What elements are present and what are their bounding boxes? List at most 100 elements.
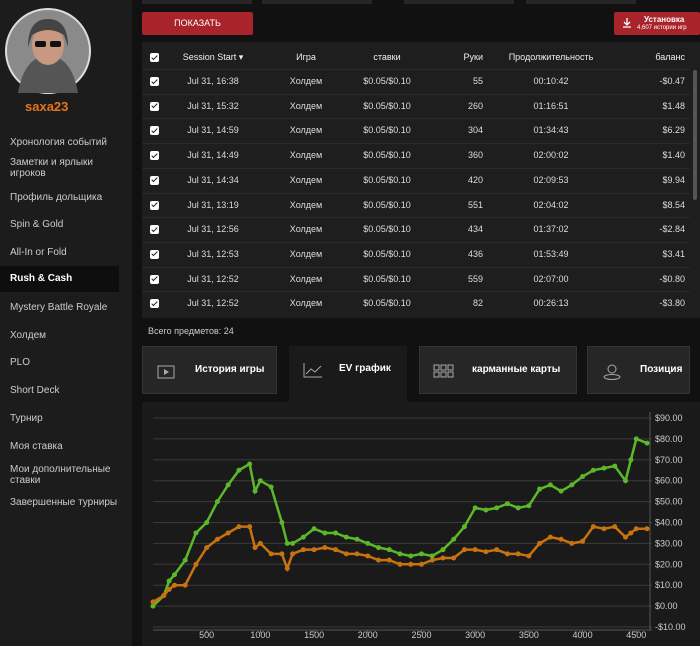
table-cell: $0.05/$0.10	[363, 100, 411, 111]
tab[interactable]: История игры	[142, 346, 277, 394]
tab[interactable]: карманные карты	[419, 346, 577, 394]
y-tick-label: $60.00	[655, 476, 683, 486]
x-tick-label: 2500	[411, 630, 431, 640]
table-cell: 304	[467, 125, 483, 136]
y-tick-label: $20.00	[655, 559, 683, 569]
point	[397, 551, 403, 557]
point	[580, 474, 586, 480]
table-cell: Jul 31, 12:52	[187, 298, 239, 309]
x-tick-label: 1500	[304, 630, 324, 640]
menu-item[interactable]: Холдем	[10, 330, 47, 341]
table-cell: Jul 31, 14:59	[187, 125, 239, 136]
checkbox[interactable]	[150, 126, 159, 136]
menu-item[interactable]: Мои дополнительные ставки	[10, 464, 111, 486]
point	[612, 524, 618, 530]
scrollbar	[693, 70, 697, 200]
tab[interactable]: EV график	[289, 346, 407, 403]
menu-item[interactable]: Турнир	[10, 413, 43, 424]
checkbox[interactable]	[150, 175, 159, 185]
point	[429, 553, 435, 559]
point	[494, 547, 500, 553]
menu-item[interactable]: PLO	[10, 357, 31, 368]
menu-item[interactable]: Rush & Cash	[0, 266, 119, 292]
point	[623, 534, 629, 540]
checkbox[interactable]	[150, 225, 159, 235]
point	[311, 547, 317, 553]
checkbox[interactable]	[150, 299, 159, 309]
table-cell: $0.05/$0.10	[363, 150, 411, 161]
point	[284, 565, 290, 571]
table-cell: 02:09:53	[533, 174, 569, 185]
table-cell: -$0.47	[659, 76, 685, 86]
table-cell: 01:34:43	[533, 125, 569, 136]
table-cell: Холдем	[289, 224, 323, 235]
table-cell: 02:07:00	[533, 273, 569, 284]
menu-item[interactable]: Spin & Gold	[10, 219, 64, 230]
avatar	[5, 8, 91, 94]
table-row: Jul 31, 12:52 Холдем $0.05/$0.10 82 00:26:13…	[142, 291, 690, 316]
table-row: Jul 31, 14:49 Холдем $0.05/$0.10 360 02:00:0…	[142, 143, 690, 168]
show-button[interactable]: ПОКАЗАТЬ	[142, 12, 253, 35]
table-cell: 559	[467, 273, 483, 284]
checkbox[interactable]	[150, 53, 159, 62]
install-button[interactable]: Установка 4,607 истории игр	[614, 12, 700, 35]
table-cell: $3.41	[662, 248, 685, 259]
point	[633, 436, 639, 442]
checkbox[interactable]	[150, 101, 159, 111]
point	[343, 534, 349, 540]
menu-item[interactable]: All-In or Fold	[10, 247, 67, 258]
menu-item[interactable]: Хронология событий	[10, 137, 107, 148]
tab[interactable]: Позиция	[587, 346, 690, 394]
checkbox[interactable]	[150, 151, 159, 161]
point	[408, 561, 414, 567]
table-cell: $0.05/$0.10	[363, 273, 411, 284]
point	[429, 557, 435, 563]
point	[268, 484, 274, 490]
table-cell: $8.54	[662, 199, 685, 210]
checkbox[interactable]	[150, 274, 159, 284]
column-header[interactable]: Игра	[296, 52, 316, 62]
point	[354, 536, 360, 542]
table-cell: Jul 31, 16:38	[187, 76, 239, 86]
point	[376, 557, 382, 563]
table-cell: Холдем	[289, 76, 323, 86]
checkbox[interactable]	[150, 200, 159, 210]
menu-item[interactable]: Short Deck	[10, 385, 60, 396]
table-cell: $0.05/$0.10	[363, 199, 411, 210]
column-header[interactable]: Руки	[463, 52, 483, 62]
tab-label: карманные карты	[472, 364, 561, 375]
point	[569, 482, 575, 488]
table-row: Jul 31, 12:52 Холдем $0.05/$0.10 559 02:07:0…	[142, 266, 690, 292]
point	[236, 467, 242, 473]
menu-item[interactable]: Mystery Battle Royale	[10, 302, 108, 313]
column-header[interactable]: ставки	[373, 52, 401, 62]
point	[628, 530, 634, 536]
table-row: Jul 31, 16:38 Холдем $0.05/$0.10 55 00:10:42…	[142, 69, 690, 94]
table-cell: Холдем	[289, 174, 323, 185]
column-header[interactable]: Продолжительность	[508, 52, 594, 62]
tab-label: EV график	[339, 363, 391, 374]
column-header[interactable]: Session Start ▾	[182, 52, 244, 62]
point	[526, 503, 532, 509]
point	[279, 551, 285, 557]
tab-icon	[303, 363, 322, 378]
table-cell: Холдем	[289, 298, 323, 309]
table-row: Jul 31, 14:34 Холдем $0.05/$0.10 420 02:09:5…	[142, 167, 690, 193]
menu-item[interactable]: Профиль дольщика	[10, 192, 103, 203]
tab-icon	[603, 364, 621, 380]
point	[252, 488, 258, 494]
menu-item[interactable]: Заметки и ярлыки игроков	[10, 157, 94, 179]
checkbox[interactable]	[150, 77, 159, 86]
point	[322, 530, 328, 536]
point	[252, 545, 258, 551]
point	[569, 540, 575, 546]
table-cell: 02:04:02	[533, 199, 569, 210]
menu-item[interactable]: Моя ставка	[10, 441, 63, 452]
column-header[interactable]: баланс	[655, 52, 685, 62]
checkbox[interactable]	[150, 249, 159, 259]
point	[247, 524, 253, 530]
menu-item[interactable]: Завершенные турниры	[10, 497, 118, 508]
point	[150, 599, 156, 605]
point	[161, 593, 167, 599]
sessions-table: Всего предметов: 24 Session Start ▾ Игра с…	[142, 42, 700, 336]
